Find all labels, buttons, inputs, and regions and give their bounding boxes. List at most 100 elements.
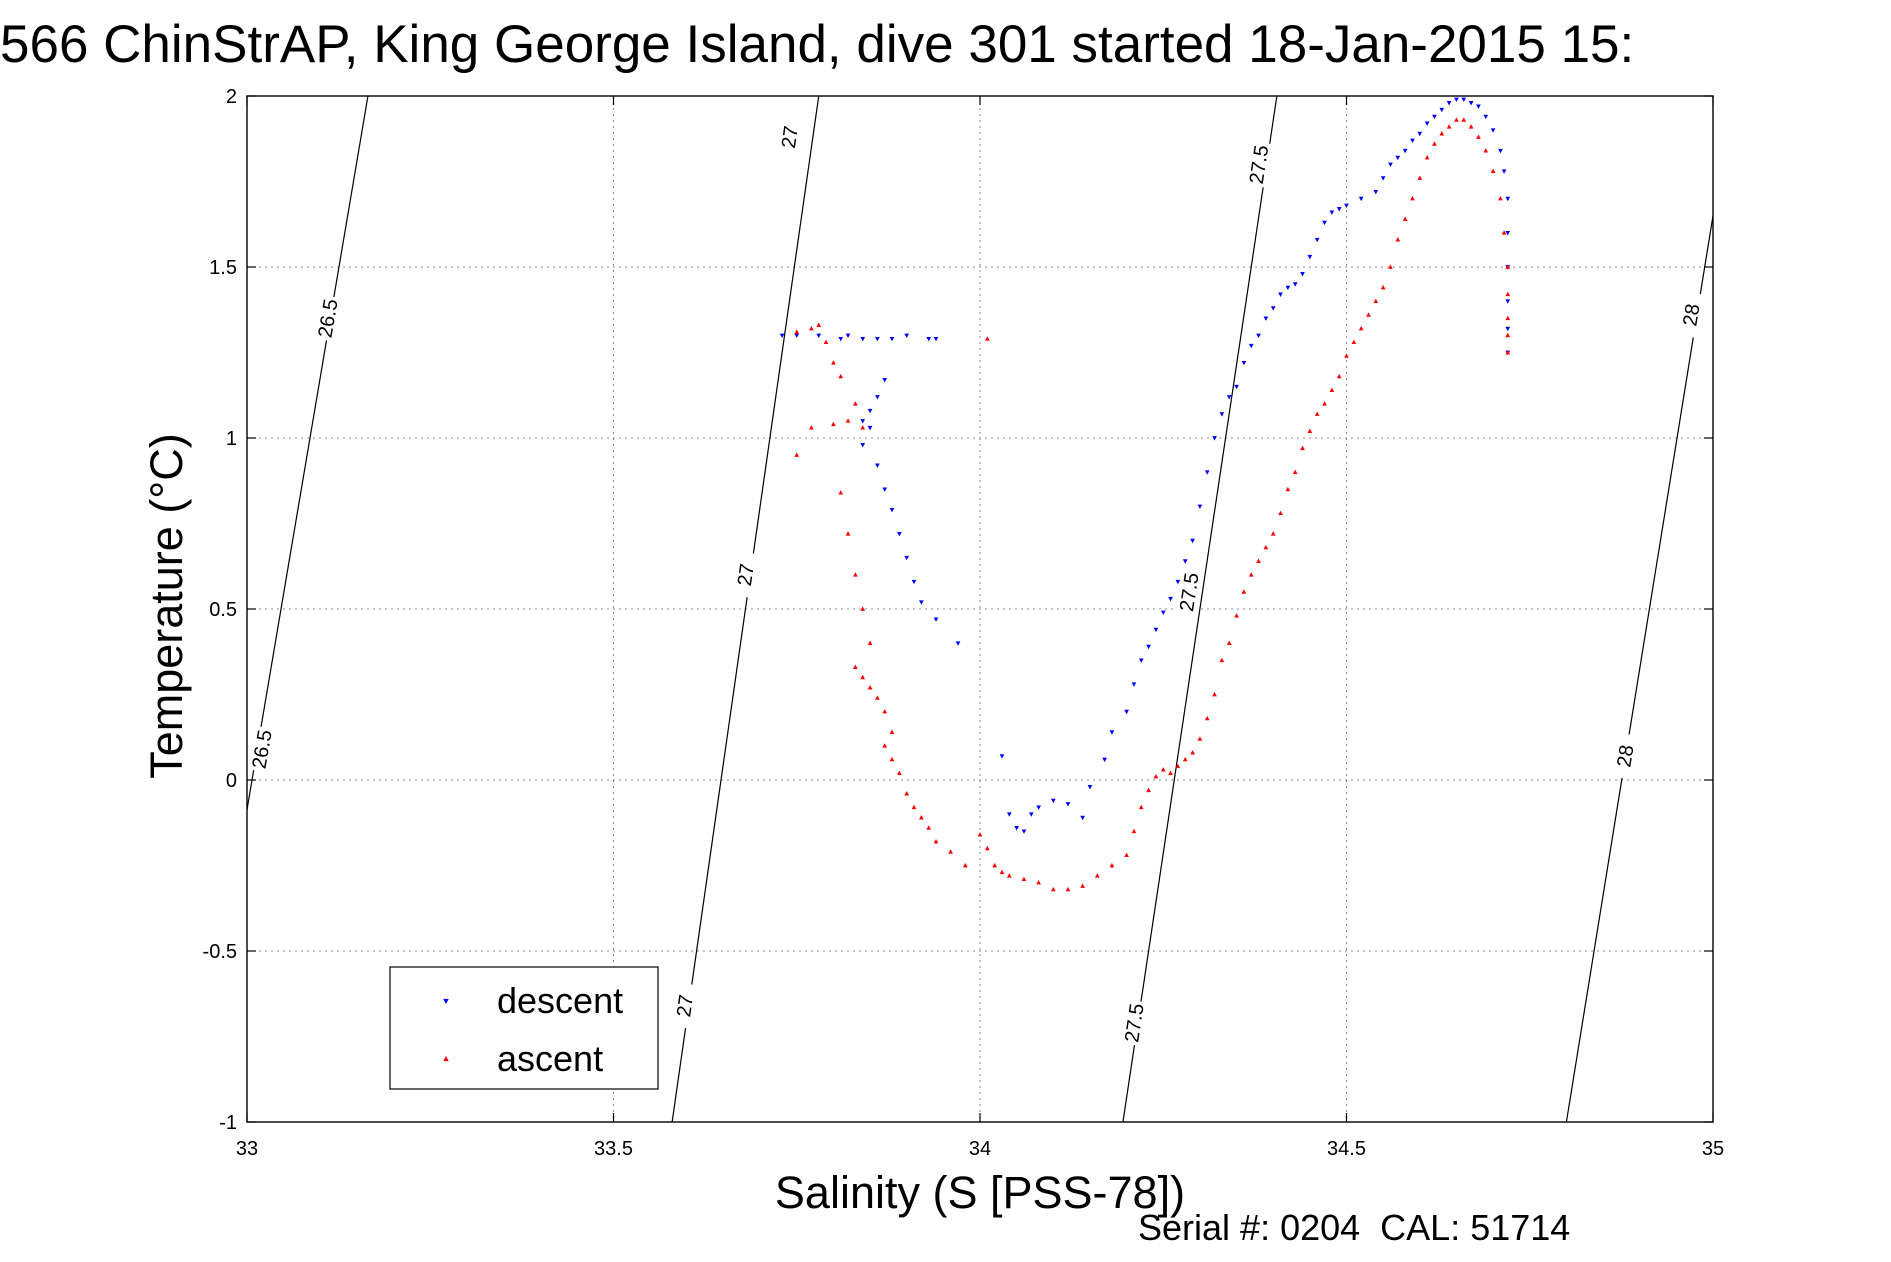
ascent-point bbox=[999, 869, 1005, 875]
ascent-point bbox=[1402, 216, 1408, 221]
contour-label-bg bbox=[1609, 732, 1641, 780]
ascent-point bbox=[1109, 862, 1115, 868]
descent-point bbox=[1182, 559, 1188, 564]
density-contour-line bbox=[1122, 96, 1278, 1122]
descent-point bbox=[1358, 196, 1364, 202]
y-tick-label: 0 bbox=[226, 770, 237, 792]
legend-box bbox=[389, 966, 659, 1090]
ascent-point bbox=[926, 825, 932, 830]
ascent-point bbox=[853, 572, 858, 577]
descent-point bbox=[875, 337, 880, 342]
ascent-point bbox=[904, 791, 910, 796]
ascent-point bbox=[1153, 773, 1159, 779]
x-tick-label: 33 bbox=[236, 1138, 258, 1160]
ascent-point bbox=[1501, 230, 1507, 235]
ascent-point bbox=[1241, 589, 1247, 594]
ascent-point bbox=[1454, 117, 1459, 122]
ascent-point bbox=[1256, 558, 1261, 563]
descent-point bbox=[875, 395, 880, 400]
ascent-point bbox=[1219, 657, 1225, 663]
descent-point bbox=[904, 555, 910, 561]
descent-point bbox=[1505, 230, 1511, 236]
contour-label-bg bbox=[730, 551, 761, 599]
ascent-point bbox=[845, 531, 851, 536]
ascent-point bbox=[1204, 715, 1210, 721]
descent-point bbox=[1468, 101, 1474, 106]
descent-point bbox=[1248, 343, 1254, 349]
x-tick-label: 34.5 bbox=[1327, 1138, 1366, 1160]
ascent-point bbox=[882, 743, 888, 748]
ascent-point bbox=[1300, 445, 1305, 451]
descent-point bbox=[1454, 97, 1459, 103]
ascent-point bbox=[1094, 873, 1100, 878]
descent-point bbox=[1021, 829, 1027, 834]
legend: descent ascent bbox=[389, 966, 659, 1090]
descent-point bbox=[1395, 155, 1401, 161]
contour-label-bg bbox=[246, 725, 278, 773]
descent-point bbox=[919, 600, 924, 605]
descent-point bbox=[933, 337, 939, 342]
contour-label-bg bbox=[774, 113, 805, 161]
ascent-point bbox=[1344, 353, 1349, 358]
ascent-point bbox=[1424, 154, 1430, 160]
ascent-point bbox=[1065, 886, 1071, 892]
chart-title: 566 ChinStrAP, King George Island, dive … bbox=[0, 15, 1634, 74]
ascent-point bbox=[1373, 298, 1379, 304]
y-tick-label: 2 bbox=[226, 86, 237, 108]
descent-point bbox=[1329, 210, 1335, 215]
ascent-point bbox=[882, 709, 888, 714]
x-axis-label: Salinity (S [PSS-78]) bbox=[775, 1167, 1185, 1218]
descent-point bbox=[897, 531, 902, 537]
descent-point bbox=[1065, 802, 1071, 807]
descent-point bbox=[1256, 333, 1261, 338]
footer-serial-cal: Serial #: 0204 CAL: 51714 bbox=[1138, 1207, 1570, 1248]
ascent-point bbox=[1505, 264, 1511, 269]
descent-point bbox=[1153, 627, 1159, 633]
ascent-point bbox=[838, 490, 844, 495]
ascent-point bbox=[1329, 387, 1335, 392]
legend-ascent-marker bbox=[443, 1056, 449, 1062]
ascent-point bbox=[1336, 373, 1342, 379]
ascent-point bbox=[831, 360, 836, 365]
descent-point bbox=[1278, 292, 1283, 297]
descent-point bbox=[1307, 254, 1313, 260]
ascent-point bbox=[1270, 531, 1276, 536]
descent-point bbox=[1080, 815, 1085, 821]
y-tick-label: -1 bbox=[219, 1112, 237, 1134]
x-tick-label: 35 bbox=[1702, 1138, 1724, 1160]
ascent-point bbox=[860, 674, 866, 680]
descent-point bbox=[1461, 97, 1467, 103]
ascent-point bbox=[809, 325, 814, 331]
descent-point bbox=[1439, 107, 1445, 113]
descent-point bbox=[1028, 812, 1034, 817]
descent-point bbox=[794, 333, 800, 338]
ascent-point bbox=[860, 606, 866, 611]
ascent-point bbox=[809, 425, 814, 430]
descent-point bbox=[1432, 114, 1437, 120]
x-tick-label: 33.5 bbox=[594, 1138, 633, 1160]
ascent-series bbox=[794, 117, 1511, 892]
ascent-point bbox=[1175, 763, 1181, 769]
ascent-point bbox=[1322, 401, 1327, 406]
x-axis-ticks: 33 33.5 34 34.5 35 bbox=[236, 96, 1724, 1160]
ascent-point bbox=[948, 849, 954, 854]
descent-point bbox=[889, 337, 895, 342]
ascent-point bbox=[1432, 141, 1437, 146]
contour-label-bg bbox=[1118, 999, 1150, 1047]
descent-point bbox=[1505, 299, 1511, 304]
descent-series bbox=[779, 97, 1511, 834]
descent-point bbox=[1204, 470, 1210, 475]
descent-point bbox=[875, 463, 880, 468]
descent-point bbox=[1087, 785, 1093, 790]
ascent-point bbox=[1439, 131, 1445, 136]
descent-point bbox=[779, 333, 785, 338]
legend-descent-label: descent bbox=[497, 980, 623, 1021]
descent-point bbox=[889, 508, 895, 513]
ascent-point bbox=[1248, 572, 1254, 577]
descent-point bbox=[933, 617, 939, 622]
descent-point bbox=[1014, 826, 1019, 831]
contour-label: 27 bbox=[734, 562, 759, 587]
descent-point bbox=[1234, 384, 1239, 390]
ascent-point bbox=[1036, 880, 1041, 885]
ascent-point bbox=[1212, 691, 1217, 697]
